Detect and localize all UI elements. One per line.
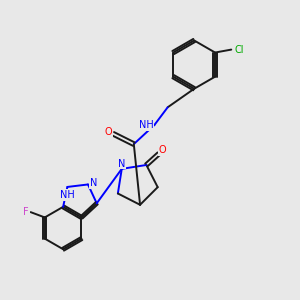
Text: Cl: Cl [235, 45, 244, 55]
Text: O: O [105, 127, 112, 137]
Text: NH: NH [60, 190, 75, 200]
Text: O: O [158, 145, 166, 155]
Text: NH: NH [139, 120, 154, 130]
Text: N: N [118, 159, 125, 169]
Text: F: F [23, 206, 29, 217]
Text: N: N [90, 178, 97, 188]
